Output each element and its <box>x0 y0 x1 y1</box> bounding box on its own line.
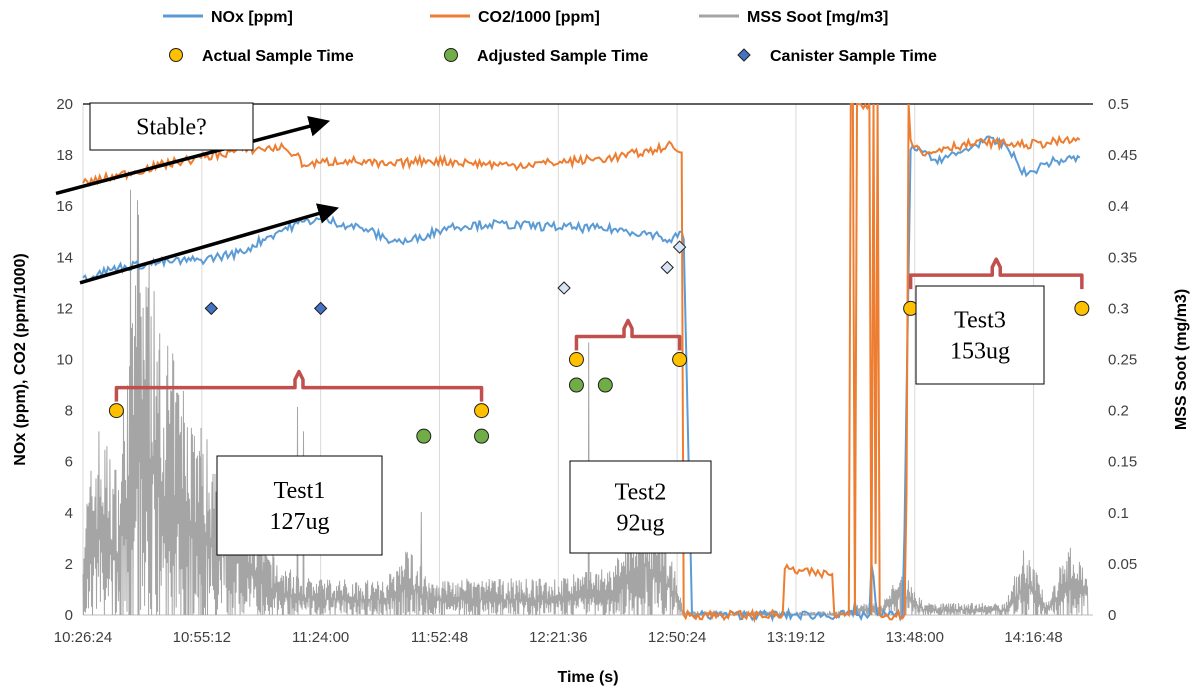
test1-bracket <box>114 369 484 402</box>
x-tick-label: 10:55:12 <box>173 629 231 646</box>
y-left-tick-label: 14 <box>56 249 73 266</box>
test1-annotation-box <box>216 455 383 556</box>
x-tick-label: 12:50:24 <box>648 629 706 646</box>
y-right-tick-label: 0.5 <box>1108 96 1129 113</box>
x-tick-label: 13:19:12 <box>767 629 825 646</box>
test2-annotation-box <box>569 460 712 554</box>
test2-annotation: Test2 92ug <box>569 460 712 554</box>
test1-annotation-text: Test1 <box>274 478 326 504</box>
y-right-tick-label: 0.35 <box>1108 249 1137 266</box>
y-right-tick-label: 0 <box>1108 607 1116 624</box>
test3-annotation-text: Test3 <box>954 308 1006 334</box>
legend-swatch <box>444 48 458 62</box>
adjusted-sample-marker <box>568 377 584 393</box>
y-left-tick-label: 0 <box>65 607 73 624</box>
y-right-tick-label: 0.45 <box>1108 147 1137 164</box>
y-left-axis-title: NOx (ppm), CO2 (ppm/1000) <box>12 253 29 465</box>
test3-annotation-box <box>915 285 1045 385</box>
test2-annotation-text: Test2 <box>615 480 667 506</box>
adjusted-sample-marker <box>597 377 613 393</box>
y-left-tick-label: 18 <box>56 147 73 164</box>
stable-annotation-box <box>89 102 254 151</box>
legend-item: Actual Sample Time <box>169 48 354 65</box>
legend-item: NOx [ppm] <box>163 9 293 26</box>
y-right-tick-label: 0.25 <box>1108 352 1137 369</box>
x-tick-label: 11:24:00 <box>292 629 349 646</box>
x-axis-title: Time (s) <box>557 669 618 686</box>
y-left-tick-label: 16 <box>56 198 73 215</box>
actual-sample-marker <box>568 352 584 367</box>
adjusted-sample-marker <box>416 428 432 444</box>
y-left-tick-label: 6 <box>65 454 73 471</box>
actual-sample-marker <box>108 403 124 419</box>
stable-annotation-text: Stable? <box>136 115 207 141</box>
soot-series-line <box>82 189 1089 617</box>
legend-item: Adjusted Sample Time <box>444 48 648 65</box>
test3-bracket <box>908 257 1084 290</box>
stable-annotation: Stable? <box>89 102 254 151</box>
canister-sample-marker <box>313 301 328 316</box>
legend-item: CO2/1000 [ppm] <box>430 9 600 26</box>
nox-series-line <box>82 135 1081 623</box>
legend-swatch <box>737 48 751 62</box>
y-right-tick-label: 0.1 <box>1108 505 1129 522</box>
y-left-tick-label: 20 <box>56 96 73 113</box>
test3-annotation: Test3 153ug <box>915 285 1045 385</box>
legend-item: MSS Soot [mg/m3] <box>699 9 888 26</box>
legend-label: Canister Sample Time <box>770 48 937 65</box>
x-tick-label: 14:16:48 <box>1004 629 1062 646</box>
x-tick-label: 13:48:00 <box>886 629 944 646</box>
adjusted-sample-marker <box>474 428 490 444</box>
legend-label: CO2/1000 [ppm] <box>478 9 600 26</box>
y-right-tick-label: 0.05 <box>1108 556 1137 573</box>
y-left-tick-label: 8 <box>65 403 73 420</box>
x-tick-label: 10:26:24 <box>54 629 112 646</box>
legend-label: Actual Sample Time <box>202 48 354 65</box>
y-right-tick-label: 0.15 <box>1108 454 1137 471</box>
canister-sample-marker <box>660 260 674 275</box>
test2-annotation-text: 92ug <box>617 511 665 537</box>
canister-sample-marker <box>557 281 571 295</box>
legend-label: NOx [ppm] <box>211 9 293 26</box>
actual-sample-marker <box>1074 300 1090 316</box>
y-left-tick-label: 2 <box>65 556 73 573</box>
trend-arrow-nox <box>79 203 340 285</box>
test1-annotation-text: 127ug <box>270 509 330 535</box>
y-right-tick-label: 0.3 <box>1108 300 1129 317</box>
legend-item: Canister Sample Time <box>737 48 937 65</box>
test1-annotation: Test1 127ug <box>216 455 383 556</box>
test2-bracket <box>574 318 682 351</box>
trend-arrow-co2 <box>55 116 331 196</box>
y-left-tick-label: 12 <box>56 300 73 317</box>
legend-label: MSS Soot [mg/m3] <box>747 9 888 26</box>
y-left-tick-label: 10 <box>56 352 73 369</box>
canister-sample-marker <box>672 240 687 254</box>
actual-sample-marker <box>474 403 490 419</box>
y-left-tick-label: 4 <box>65 505 73 522</box>
test3-annotation-text: 153ug <box>950 339 1010 365</box>
canister-sample-marker <box>204 301 219 316</box>
legend-swatch <box>169 48 183 62</box>
actual-sample-marker <box>672 352 688 367</box>
x-tick-label: 12:21:36 <box>529 629 587 646</box>
y-right-tick-label: 0.4 <box>1108 198 1129 215</box>
y-right-tick-label: 0.2 <box>1108 403 1129 420</box>
x-tick-label: 11:52:48 <box>411 629 468 646</box>
legend-label: Adjusted Sample Time <box>477 48 648 65</box>
y-right-axis-title: MSS Soot (mg/m3) <box>1173 289 1190 430</box>
